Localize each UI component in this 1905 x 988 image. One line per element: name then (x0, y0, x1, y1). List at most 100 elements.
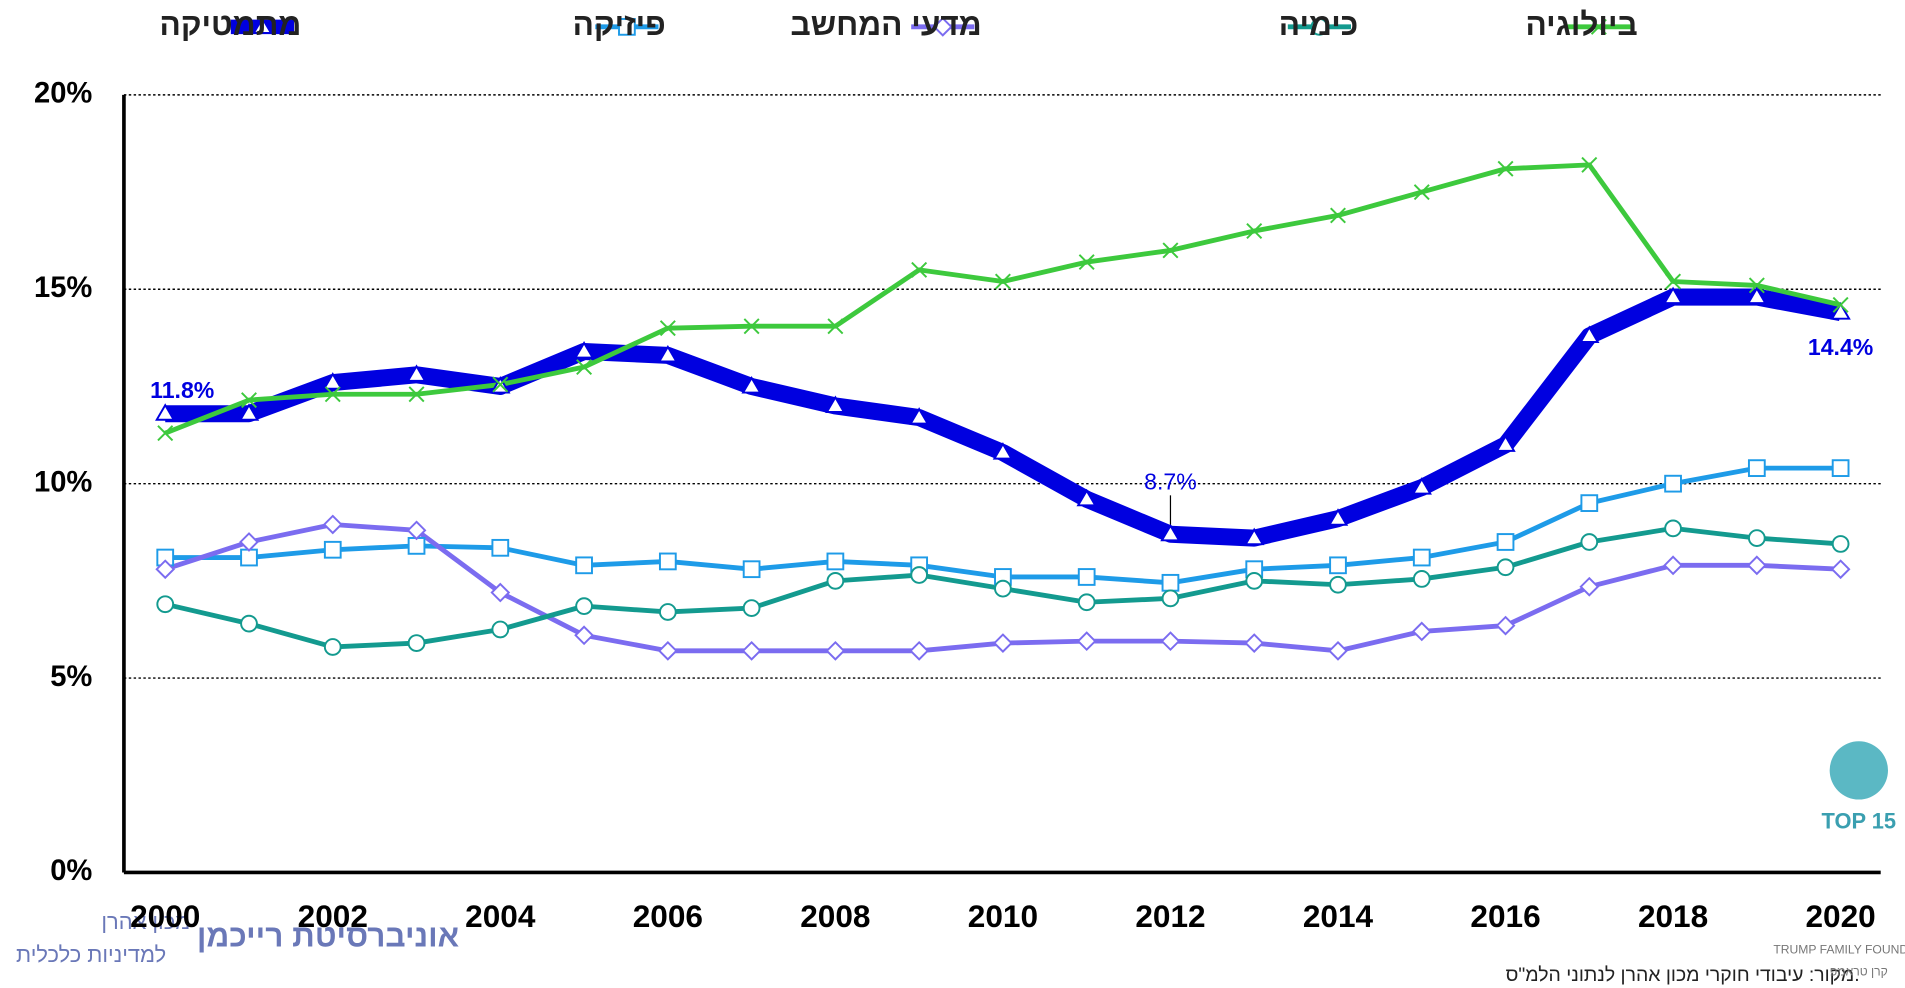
marker (1497, 160, 1514, 177)
marker (742, 599, 761, 617)
marker (1160, 523, 1181, 542)
marker (238, 403, 260, 421)
legend-label: מדעי המחשב (791, 6, 982, 42)
marker (322, 514, 343, 535)
marker (1078, 254, 1095, 271)
marker (1665, 273, 1682, 290)
x-tick-label: 2004 (465, 898, 536, 934)
marker (573, 341, 595, 359)
marker (491, 620, 510, 639)
marker (1830, 302, 1851, 320)
marker (1830, 559, 1851, 580)
marker (1412, 548, 1431, 567)
data-label: 11.8% (150, 377, 214, 403)
marker (1580, 533, 1599, 551)
marker (490, 582, 511, 603)
marker (908, 407, 930, 425)
marker (324, 386, 341, 403)
logo-text: TOP 15 (1822, 808, 1897, 833)
x-tick-label: 2006 (633, 898, 703, 934)
legend-label: ביולוגיה (1525, 6, 1637, 42)
marker (1581, 156, 1598, 173)
marker (1328, 640, 1348, 661)
marker (1579, 325, 1600, 343)
marker (827, 318, 844, 335)
marker (1496, 533, 1515, 551)
y-tick-label: 20% (34, 78, 92, 110)
marker (659, 320, 676, 337)
marker (491, 538, 510, 557)
marker (992, 442, 1014, 460)
marker (1664, 519, 1682, 538)
marker (1495, 434, 1516, 452)
marker (1244, 633, 1265, 653)
marker (155, 559, 176, 580)
marker (741, 376, 762, 394)
marker (1161, 589, 1180, 608)
marker (407, 537, 426, 555)
marker (241, 392, 257, 409)
marker (407, 634, 426, 652)
x-tick-label: 2016 (1470, 898, 1540, 934)
x-tick-label: 2008 (800, 898, 870, 934)
marker (741, 640, 762, 661)
marker (1412, 570, 1431, 588)
marker (657, 344, 679, 363)
marker (1580, 494, 1599, 512)
marker (240, 548, 258, 567)
marker (1076, 631, 1097, 652)
marker (1077, 568, 1096, 586)
marker (156, 595, 175, 614)
marker (1310, 17, 1329, 36)
marker (1162, 242, 1179, 259)
marker (658, 552, 677, 571)
marker (657, 640, 678, 661)
marker (1747, 529, 1766, 547)
marker (1411, 621, 1432, 642)
x-tick-label: 2000 (130, 898, 200, 934)
marker (618, 17, 636, 36)
marker (1748, 277, 1765, 294)
marker (993, 633, 1013, 653)
x-tick-label: 2018 (1638, 898, 1708, 934)
marker (909, 640, 930, 661)
marker (1329, 556, 1347, 575)
logo-text: למדיניות כלכלית (16, 942, 166, 967)
marker (252, 16, 273, 34)
data-label: 14.4% (1808, 334, 1873, 360)
marker (575, 597, 593, 616)
marker (1747, 459, 1766, 477)
marker (911, 261, 928, 278)
x-tick-label: 2002 (298, 898, 368, 934)
marker (1496, 558, 1515, 577)
marker (932, 16, 953, 37)
marker (1411, 477, 1432, 495)
y-tick-label: 5% (50, 661, 92, 693)
marker (406, 364, 427, 382)
marker (323, 638, 342, 656)
marker (157, 425, 174, 442)
x-tick-label: 2010 (968, 898, 1038, 934)
marker (1327, 508, 1349, 526)
source-note: מקור: עיבודי חוקרי מכון אהרן לנתוני הלמ"… (1506, 964, 1860, 986)
marker (155, 403, 176, 421)
logo-text: TRUMP FAMILY FOUNDATION (1773, 942, 1905, 956)
marker (826, 552, 845, 571)
marker (492, 376, 509, 393)
logo-text: אוניברסיטת רייכמן (197, 917, 459, 953)
marker (1832, 296, 1849, 313)
logo-text: קרן טראמפ (1830, 964, 1888, 978)
marker (825, 395, 846, 413)
marker (574, 625, 594, 646)
marker (1330, 207, 1346, 224)
marker (1664, 474, 1682, 493)
marker (743, 318, 760, 335)
marker (1329, 575, 1347, 594)
marker (1831, 459, 1850, 477)
marker (1246, 222, 1263, 239)
marker (1161, 573, 1180, 592)
marker (240, 614, 258, 633)
x-tick-label: 2014 (1303, 898, 1374, 934)
marker (1495, 615, 1516, 636)
